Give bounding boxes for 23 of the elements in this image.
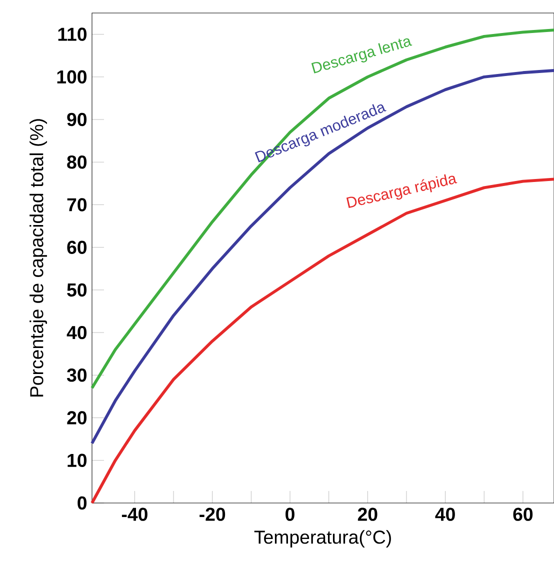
y-tick-label: 90 — [67, 112, 87, 126]
y-tick-label: 70 — [67, 198, 87, 212]
y-tick-label: 80 — [67, 156, 87, 169]
y-tick-label: 0 — [78, 496, 87, 510]
y-tick-label: 20 — [67, 411, 87, 424]
x-tick-label: 60 — [513, 508, 533, 521]
text: Descarga rápida — [346, 174, 458, 208]
y-tick-label: 60 — [67, 240, 87, 254]
y-tick-label: 110 — [58, 28, 87, 41]
y-tick-label: 50 — [67, 283, 87, 297]
y-tick-label: 100 — [57, 70, 87, 84]
y-axis-title: Porcentaje de capacidad total (%) — [30, 119, 47, 397]
x-tick-label: -40 — [122, 508, 148, 521]
x-tick-label: 40 — [435, 508, 455, 521]
x-tick-label: 20 — [358, 508, 378, 521]
text: Descarga lenta — [311, 38, 412, 74]
x-tick-label: -20 — [200, 508, 226, 521]
x-tick-label: 0 — [286, 508, 294, 521]
x-axis-title: Temperatura(°C) — [254, 530, 391, 548]
y-tick-label: 30 — [66, 368, 87, 382]
y-tick-label: 40 — [66, 326, 87, 340]
y-tick-label: 10 — [68, 454, 87, 468]
line-series — [90, 28, 554, 390]
